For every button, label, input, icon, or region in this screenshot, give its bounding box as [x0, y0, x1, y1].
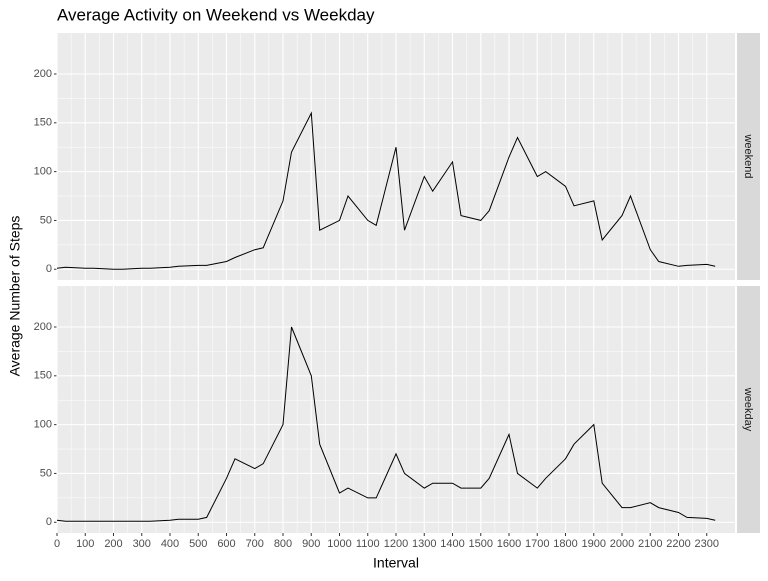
x-tick-label: 500	[189, 538, 207, 550]
y-tick-label: 0	[46, 263, 52, 275]
x-tick-label: 1800	[553, 538, 577, 550]
y-tick-label: 50	[40, 214, 52, 226]
y-tick-label: 50	[40, 467, 52, 479]
facet-label: weekend	[742, 133, 754, 178]
x-tick-label: 900	[302, 538, 320, 550]
x-axis-title: Interval	[373, 555, 419, 571]
facet-strip	[737, 33, 760, 280]
chart-title: Average Activity on Weekend vs Weekday	[57, 5, 375, 24]
x-tick-label: 700	[246, 538, 264, 550]
line	[56, 111, 716, 270]
y-tick-label: 0	[46, 516, 52, 528]
x-tick-label: 1300	[412, 538, 436, 550]
x-tick-label: 100	[76, 538, 94, 550]
x-tick-label: 2100	[638, 538, 662, 550]
x-tick-label: 200	[104, 538, 122, 550]
x-tick-label: 600	[217, 538, 235, 550]
y-tick-label: 150	[34, 117, 52, 129]
x-tick-label: 300	[133, 538, 151, 550]
x-tick-label: 1000	[327, 538, 351, 550]
x-tick-label: 1600	[497, 538, 521, 550]
x-tick-label: 2300	[695, 538, 719, 550]
y-tick-label: 100	[34, 166, 52, 178]
x-tick-label: 2200	[666, 538, 690, 550]
x-tick-label: 1500	[469, 538, 493, 550]
facet-label: weekday	[742, 387, 754, 432]
y-axis-title: Average Number of Steps	[7, 216, 23, 377]
x-tick-label: 1200	[384, 538, 408, 550]
x-tick-label: 400	[161, 538, 179, 550]
line	[56, 326, 716, 522]
x-tick-label: 1700	[525, 538, 549, 550]
y-tick-label: 200	[34, 68, 52, 80]
y-tick-label: 150	[34, 370, 52, 382]
x-tick-label: 1400	[440, 538, 464, 550]
facet-strip	[737, 286, 760, 533]
x-tick-label: 0	[54, 538, 60, 550]
y-tick-label: 100	[34, 419, 52, 431]
y-tick-label: 200	[34, 321, 52, 333]
x-tick-label: 800	[274, 538, 292, 550]
x-tick-label: 2000	[610, 538, 634, 550]
x-tick-label: 1900	[582, 538, 606, 550]
x-tick-label: 1100	[356, 538, 380, 550]
